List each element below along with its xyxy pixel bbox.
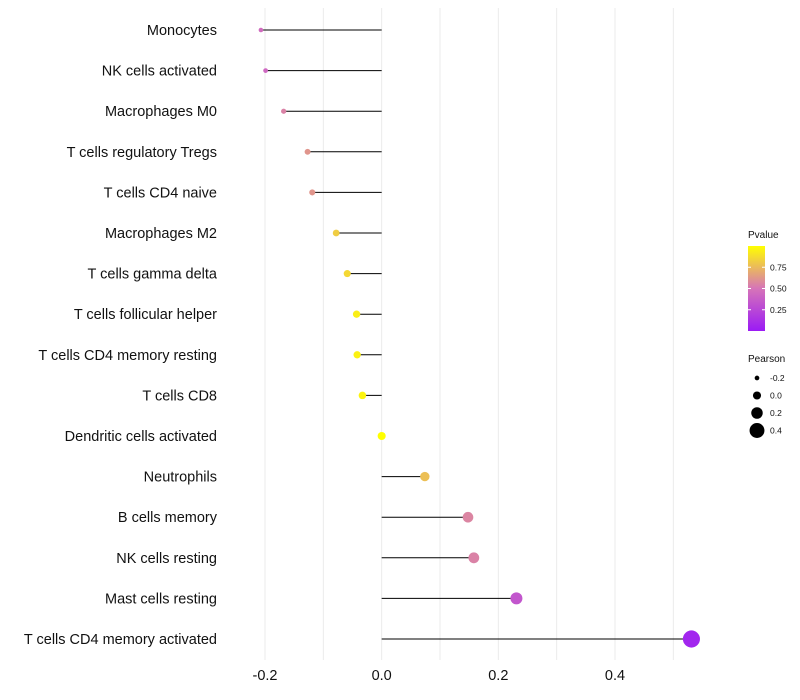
pearson-legend: Pearson -0.2 0.0 0.2 0.4 [748, 354, 785, 438]
category-label: T cells regulatory Tregs [67, 145, 217, 161]
pvalue-colorbar [748, 246, 765, 331]
points [258, 27, 700, 648]
data-point [420, 471, 430, 482]
data-point [352, 310, 361, 318]
size-key-dot [751, 407, 763, 419]
data-point [358, 391, 367, 400]
data-point [281, 108, 287, 114]
category-label: T cells CD4 naive [104, 185, 217, 201]
data-point [468, 552, 480, 564]
category-label: B cells memory [118, 510, 218, 526]
data-point [510, 592, 523, 605]
data-point [304, 148, 311, 155]
category-label: NK cells activated [102, 64, 217, 80]
colorbar-tick-label: 0.50 [770, 284, 787, 294]
category-label: Macrophages M2 [105, 226, 217, 242]
size-key-dot [749, 423, 765, 438]
size-key-label: -0.2 [770, 373, 785, 383]
data-point [343, 270, 351, 278]
category-label: T cells CD4 memory resting [38, 348, 217, 364]
data-point [353, 351, 361, 359]
category-label: Dendritic cells activated [65, 429, 217, 445]
x-tick-label: 0.2 [488, 668, 508, 684]
category-label: NK cells resting [116, 551, 217, 567]
pvalue-legend: Pvalue 0.75 0.50 0.25 [748, 230, 787, 331]
size-key-dot [754, 375, 760, 381]
category-label: Monocytes [147, 23, 217, 39]
data-point [309, 189, 316, 196]
x-tick-label: 0.4 [605, 668, 625, 684]
size-key-label: 0.4 [770, 426, 782, 436]
data-point [258, 27, 264, 33]
y-axis-labels: Monocytes NK cells activated Macrophages M… [24, 23, 218, 648]
size-key-label: 0.0 [770, 391, 782, 401]
x-tick-label: -0.2 [253, 668, 278, 684]
colorbar-tick-label: 0.75 [770, 262, 787, 272]
grid [264, 8, 674, 660]
data-point [682, 630, 700, 648]
category-label: Neutrophils [144, 470, 217, 486]
category-label: Mast cells resting [105, 591, 217, 607]
data-point [263, 68, 268, 73]
category-label: Macrophages M0 [105, 104, 217, 120]
category-label: T cells CD4 memory activated [24, 632, 217, 648]
size-key-dot [752, 391, 762, 400]
pvalue-legend-title: Pvalue [748, 230, 779, 241]
pearson-legend-title: Pearson [748, 354, 785, 365]
category-label: T cells CD8 [142, 388, 217, 404]
size-key-label: 0.2 [770, 408, 782, 418]
x-axis-labels: -0.2 0.0 0.2 0.4 [253, 668, 626, 684]
x-tick-label: 0.0 [372, 668, 392, 684]
data-point [377, 431, 386, 441]
colorbar-tick-label: 0.25 [770, 305, 787, 315]
data-point [462, 511, 474, 523]
stems [260, 29, 692, 640]
data-point [332, 229, 340, 237]
category-label: T cells gamma delta [88, 267, 218, 283]
category-label: T cells follicular helper [74, 307, 217, 323]
